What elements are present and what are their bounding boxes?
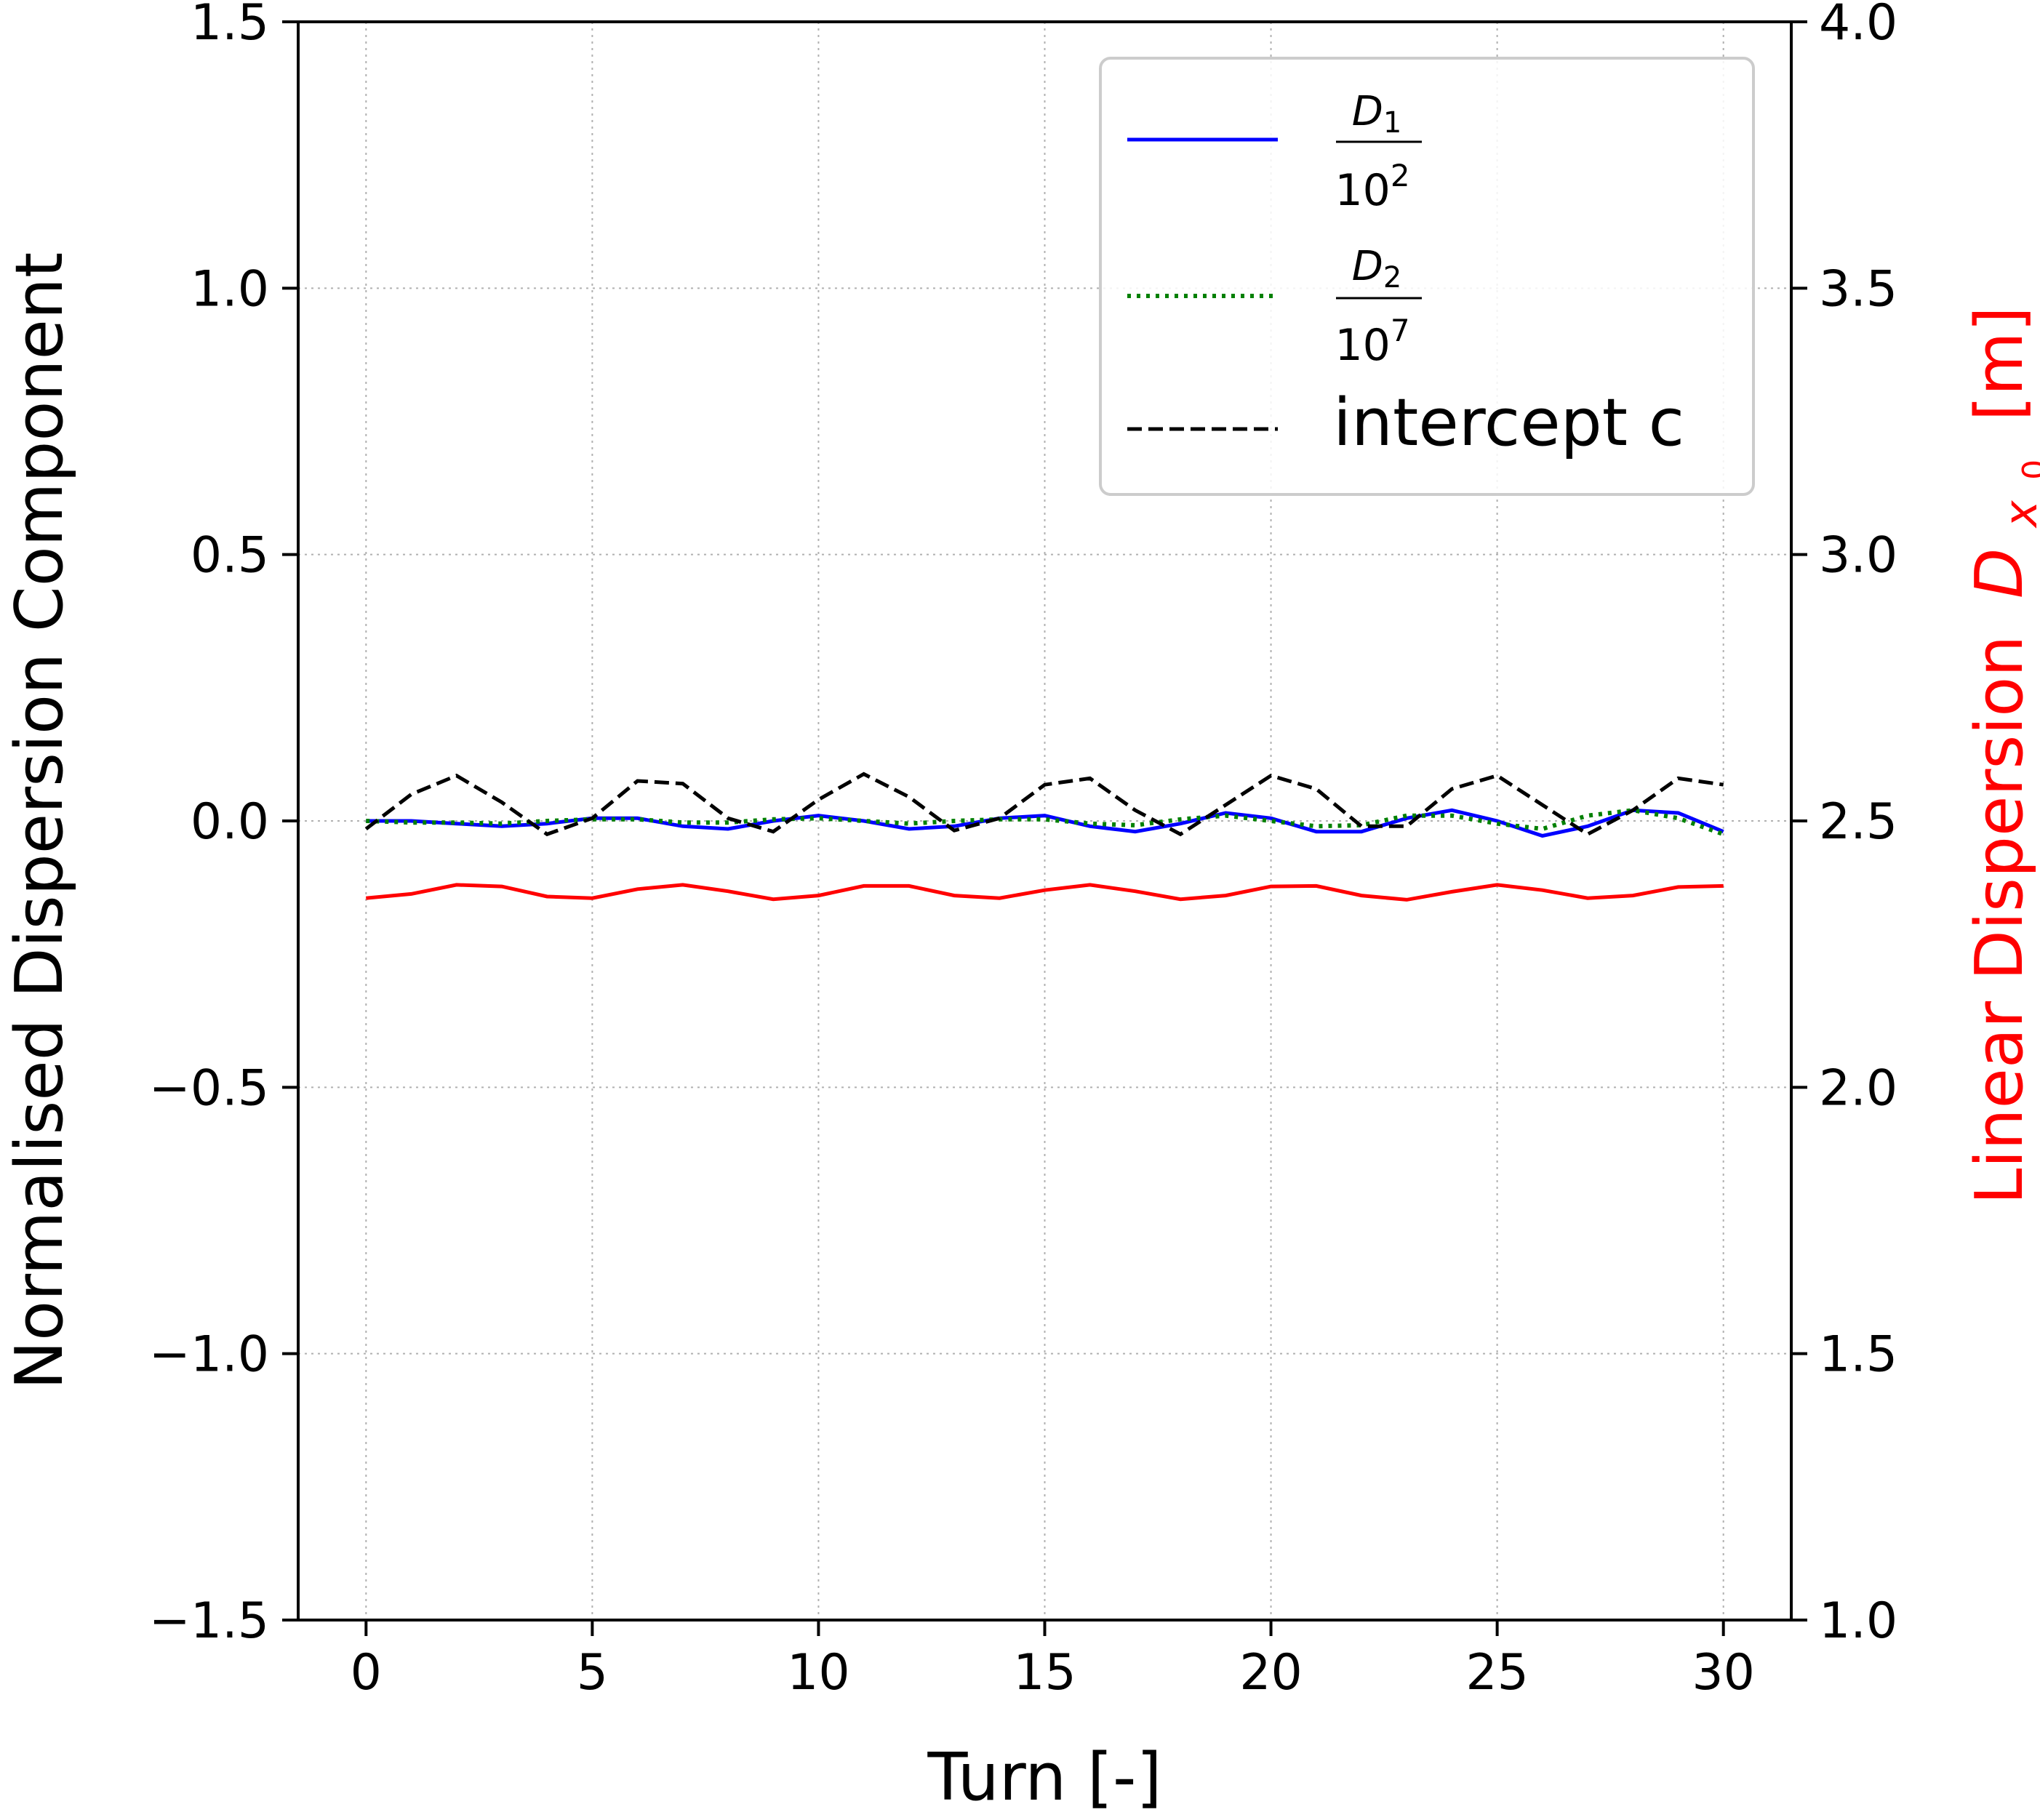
axis-ticks: 0 5 10 15 20 25 30 −1.5 −1.0 −0.5 0.0 0.5 1.0 1.5 1.0 1… [149, 0, 1897, 1701]
series-line-1 [366, 808, 1724, 837]
legend-d2-numerator: D2 [1352, 243, 1402, 294]
y-axis-right-label-text: Linear Dispersion [1961, 636, 2038, 1205]
x-tick-label: 20 [1239, 1644, 1303, 1701]
y-axis-right-label-subscript: x [1994, 500, 2040, 529]
legend: D1 102 D2 107 intercept c [1099, 57, 1755, 496]
y-axis-right-label-symbol: D [1961, 548, 2038, 598]
y-left-tick-label: −1.5 [149, 1592, 269, 1650]
y-left-tick-label: 1.5 [191, 0, 269, 52]
x-tick-label: 10 [787, 1644, 850, 1701]
x-tick-label: 25 [1465, 1644, 1529, 1701]
legend-d1-numerator: D1 [1352, 88, 1402, 140]
y-axis-right-label-unit: [m] [1961, 306, 2038, 421]
y-left-tick-label: 1.0 [191, 260, 269, 318]
y-left-tick-label: −0.5 [149, 1059, 269, 1117]
y-axis-left-label: Normalised Dispersion Component [1, 252, 78, 1390]
series-line-2 [364, 771, 1724, 837]
legend-d2-denominator: 107 [1335, 313, 1409, 371]
series-lines [364, 771, 1724, 902]
y-right-tick-label: 1.5 [1819, 1326, 1897, 1384]
y-left-tick-label: −1.0 [149, 1326, 269, 1384]
series-line-3 [366, 883, 1724, 902]
y-right-tick-label: 4.0 [1819, 0, 1897, 52]
y-right-tick-label: 3.5 [1819, 260, 1897, 318]
y-right-tick-label: 2.0 [1819, 1059, 1897, 1117]
series-line-0 [366, 808, 1724, 838]
legend-d1-denominator: 102 [1335, 158, 1409, 216]
y-left-tick-label: 0.0 [191, 793, 269, 851]
x-axis-label: Turn [-] [927, 1739, 1161, 1816]
y-axis-right-label: Linear Dispersion D x 0 [m] [1961, 306, 2040, 1204]
x-tick-label: 0 [351, 1644, 382, 1701]
legend-box [1099, 57, 1755, 496]
y-right-tick-label: 2.5 [1819, 793, 1897, 851]
y-right-tick-label: 3.0 [1819, 527, 1897, 585]
y-right-tick-label: 1.0 [1819, 1592, 1897, 1650]
x-tick-label: 15 [1013, 1644, 1076, 1701]
legend-intercept-label: intercept c [1333, 385, 1684, 461]
y-left-tick-label: 0.5 [191, 527, 269, 585]
x-tick-label: 5 [577, 1644, 608, 1701]
y-axis-right-label-subsubscript: 0 [2016, 460, 2040, 480]
x-tick-label: 30 [1692, 1644, 1755, 1701]
